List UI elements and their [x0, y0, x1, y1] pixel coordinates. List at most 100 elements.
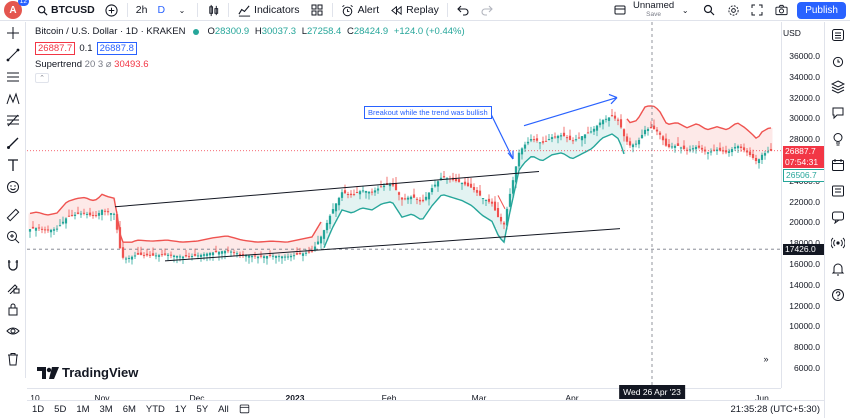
crosshair-tool[interactable]: [0, 22, 26, 44]
compare-button[interactable]: [100, 0, 124, 21]
snapshot-button[interactable]: [769, 0, 793, 21]
currency-label[interactable]: USD: [783, 28, 801, 38]
horizontal-lines-tool[interactable]: [0, 66, 26, 88]
range-1d[interactable]: 1D: [32, 404, 45, 415]
candle-up: [199, 254, 203, 257]
alerts-button[interactable]: [825, 48, 850, 74]
candle-down: [754, 157, 758, 162]
lock-drawing-tool[interactable]: [0, 276, 26, 298]
price-chart[interactable]: [27, 22, 781, 388]
question-circle-icon: [831, 289, 844, 301]
chats-button[interactable]: [825, 100, 850, 126]
lock-all-tool[interactable]: [0, 298, 26, 320]
candle-down: [487, 198, 491, 202]
user-avatar[interactable]: A 12: [4, 0, 29, 19]
legend-title-row: Bitcoin / U.S. Dollar · 1D · KRAKEN O283…: [35, 26, 468, 37]
clock-timezone[interactable]: 21:35:28 (UTC+5:30): [730, 404, 820, 415]
candle-down: [349, 193, 353, 196]
range-ytd[interactable]: YTD: [145, 404, 165, 415]
interval-2h[interactable]: 2h: [135, 4, 148, 16]
candle-down: [454, 178, 458, 182]
measure-tool[interactable]: [0, 204, 26, 226]
range-5d[interactable]: 5D: [54, 404, 67, 415]
magnet-tool[interactable]: [0, 254, 26, 276]
fib-tool[interactable]: [0, 110, 26, 132]
hide-drawings-tool[interactable]: [0, 320, 26, 342]
alert-button[interactable]: Alert: [336, 0, 385, 21]
candle-up: [409, 196, 413, 200]
tradingview-logo-icon: [37, 366, 59, 379]
range-6m[interactable]: 6M: [122, 404, 136, 415]
text-tool[interactable]: [0, 154, 26, 176]
scroll-to-realtime-button[interactable]: »: [759, 352, 773, 366]
candle-up: [52, 229, 56, 231]
candle-down: [463, 181, 467, 185]
candle-up: [292, 255, 296, 257]
sell-button[interactable]: 26887.7: [35, 42, 76, 55]
candle-up: [520, 148, 524, 155]
notifications-button[interactable]: [825, 256, 850, 282]
chart-type-button[interactable]: [201, 0, 225, 21]
price-tick-label: 8000.0: [794, 342, 820, 353]
replay-button[interactable]: Replay: [384, 0, 444, 21]
divider: [126, 3, 128, 17]
watchlist-button[interactable]: [825, 22, 850, 48]
remove-drawings-tool[interactable]: [0, 348, 26, 370]
chevron-up-icon: ⌃: [39, 75, 45, 82]
symbol-search[interactable]: BTCUSD: [30, 0, 100, 21]
eye-icon: [5, 327, 20, 335]
range-all[interactable]: All: [218, 404, 229, 415]
price-axis[interactable]: USD 36000.0 34000.0 32000.0 30000.0 28000.0 2…: [781, 22, 825, 388]
date-range-button[interactable]: [234, 403, 255, 417]
time-axis[interactable]: 10 Nov Dec 2023 Feb Mar Apr Jun: [27, 388, 781, 412]
alarm-clock-icon: [341, 3, 355, 17]
candle-down: [412, 194, 416, 198]
chart-pane[interactable]: Bitcoin / U.S. Dollar · 1D · KRAKEN O283…: [27, 22, 825, 412]
time-tick-label: Nov: [94, 393, 110, 403]
camera-icon: [774, 3, 788, 17]
candle-up: [580, 136, 584, 141]
candle-down: [298, 252, 302, 255]
layout-selector[interactable]: Unnamed Save ⌄: [608, 0, 697, 21]
indicator-legend[interactable]: Supertrend 20 3 ⌀ 30493.6: [35, 59, 468, 70]
help-button[interactable]: [825, 282, 850, 308]
settings-button[interactable]: [721, 0, 745, 21]
candle-down: [148, 254, 152, 256]
candle-down: [532, 139, 536, 141]
indicators-button[interactable]: Indicators: [232, 0, 305, 21]
candle-up: [256, 256, 260, 259]
redo-button[interactable]: [475, 0, 499, 21]
range-5y[interactable]: 5Y: [196, 404, 209, 415]
candle-up: [763, 153, 767, 156]
candle-up: [190, 256, 194, 258]
object-tree-button[interactable]: [825, 74, 850, 100]
buy-button[interactable]: 26887.8: [96, 42, 137, 55]
pattern-tool[interactable]: [0, 88, 26, 110]
streams-button[interactable]: [825, 230, 850, 256]
chart-annotation[interactable]: Breakout while the trend was bullish: [364, 106, 492, 119]
news-button[interactable]: [825, 178, 850, 204]
emoji-tool[interactable]: [0, 176, 26, 198]
tradingview-logo[interactable]: TradingView: [37, 365, 138, 380]
brush-tool[interactable]: [0, 132, 26, 154]
undo-button[interactable]: [451, 0, 475, 21]
range-3m[interactable]: 3M: [99, 404, 113, 415]
trend-line-tool[interactable]: [0, 44, 26, 66]
candle-up: [526, 141, 530, 144]
layouts-button[interactable]: [305, 0, 329, 21]
publish-button[interactable]: Publish: [797, 1, 846, 19]
ideas-button[interactable]: [825, 126, 850, 152]
zoom-tool[interactable]: [0, 226, 26, 248]
candle-down: [184, 255, 188, 257]
calendar-button[interactable]: [825, 152, 850, 178]
candle-down: [700, 147, 704, 150]
interval-d[interactable]: D: [157, 4, 166, 16]
fullscreen-button[interactable]: [745, 0, 769, 21]
quick-search-button[interactable]: [697, 0, 721, 21]
supertrend-downtrend-fill: [28, 105, 773, 259]
range-1y[interactable]: 1Y: [174, 404, 187, 415]
interval-dropdown[interactable]: ⌄: [170, 0, 194, 21]
collapse-legend-button[interactable]: ⌃: [35, 73, 49, 83]
pine-editor-button[interactable]: [825, 204, 850, 230]
range-1m[interactable]: 1M: [76, 404, 90, 415]
